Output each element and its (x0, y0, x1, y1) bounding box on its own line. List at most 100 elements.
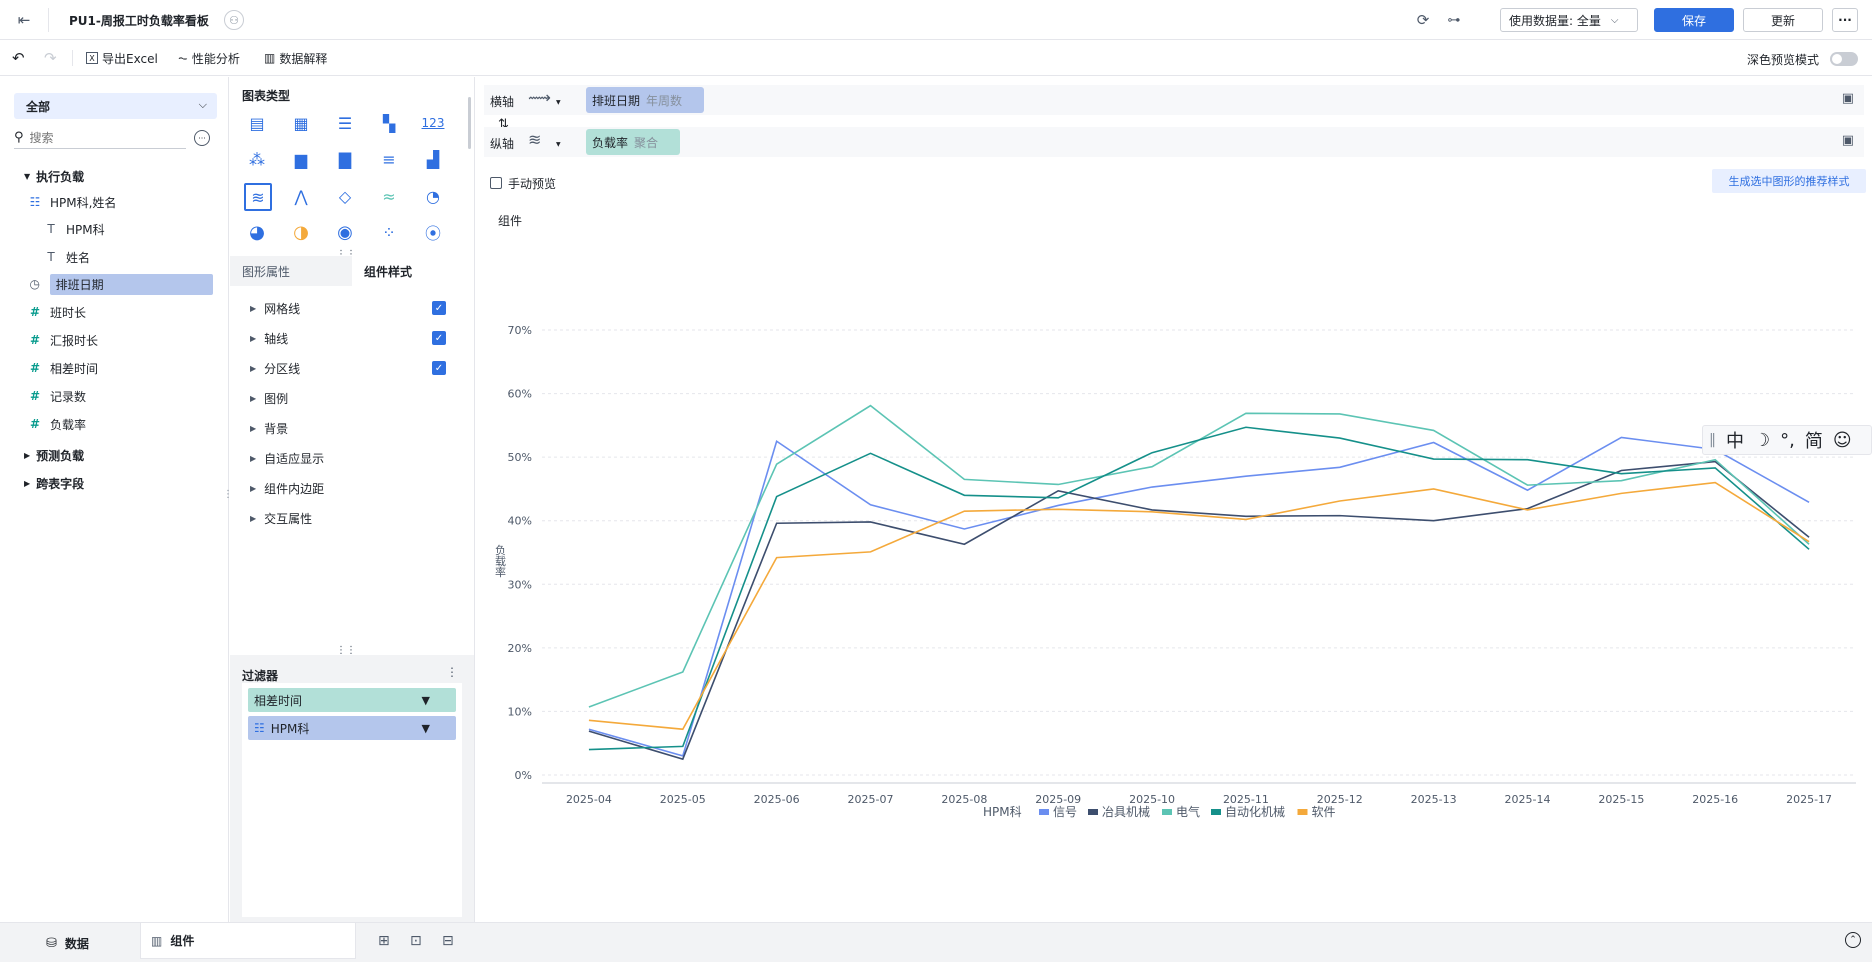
waterfall-icon[interactable]: ▟ (426, 149, 440, 169)
filter-time-diff[interactable]: 相差时间 ▼ (248, 688, 456, 712)
series-line-3[interactable] (588, 426, 1810, 751)
caret-down-icon[interactable]: ▼ (556, 141, 561, 148)
user-icon[interactable]: ⚇ (224, 10, 244, 30)
prop-gridline[interactable]: ▶ 网格线 (250, 298, 300, 318)
prop-legend[interactable]: ▶ 图例 (250, 388, 288, 408)
filter-icon[interactable]: ▼ (421, 721, 430, 735)
filter-hpm[interactable]: ☷ HPM科 ▼ (248, 716, 456, 740)
search-input[interactable] (29, 130, 170, 145)
line-chart-icon[interactable]: ≋ (244, 183, 272, 211)
lock-icon[interactable]: ▣ (1841, 133, 1854, 148)
gridline-checkbox[interactable]: ✓ (432, 301, 446, 315)
manual-preview[interactable]: 手动预览 (490, 175, 556, 191)
ime-simplified[interactable]: 简 (1804, 431, 1823, 452)
tab-component[interactable]: ▥ 组件 (140, 923, 356, 959)
radar-chart-icon[interactable]: ◇ (338, 186, 352, 206)
more-options-icon[interactable]: ··· (194, 130, 210, 146)
undo-button[interactable]: ↶ (12, 49, 25, 67)
field-report-duration[interactable]: # 汇报时长 (28, 329, 98, 351)
ime-punct[interactable]: °, (1780, 429, 1795, 451)
bubble-icon[interactable]: ⦿ (424, 224, 441, 243)
prop-background[interactable]: ▶ 背景 (250, 418, 288, 438)
series-line-0[interactable] (588, 436, 1810, 757)
ime-emoji-icon[interactable]: ☺ (1832, 429, 1852, 451)
axis-type-icon[interactable]: ⟿ (528, 88, 551, 107)
tab-graph-attributes[interactable]: 图形属性 (230, 256, 352, 286)
series-line-1[interactable] (588, 460, 1810, 761)
filter-more-icon[interactable]: ⋮ (446, 665, 458, 679)
treemap-icon[interactable]: ▚ (382, 113, 396, 133)
group-forecast-load[interactable]: ▶ 预测负载 (24, 445, 84, 465)
field-shift-date[interactable]: ◷ 排班日期 (28, 273, 213, 295)
field-time-diff[interactable]: # 相差时间 (28, 357, 98, 379)
performance-button[interactable]: ⏦ 性能分析 (178, 40, 240, 76)
field-record-count[interactable]: # 记录数 (28, 385, 86, 407)
partition-checkbox[interactable]: ✓ (432, 361, 446, 375)
field-hpm[interactable]: T HPM科 (44, 218, 104, 240)
lock-icon[interactable]: ▣ (1841, 91, 1854, 106)
search-field[interactable]: ⚲ (14, 127, 186, 149)
prop-adaptive[interactable]: ▶ 自适应显示 (250, 448, 324, 468)
y-pill-load-rate[interactable]: 负载率 聚合 (586, 129, 680, 155)
recommend-style-button[interactable]: 生成选中图形的推荐样式 (1712, 169, 1866, 193)
legend-item[interactable]: 电气 (1176, 804, 1200, 819)
add-component-icon[interactable]: ⊞ (378, 933, 390, 949)
add-dashboard-icon[interactable]: ⊡ (410, 933, 422, 949)
prop-partition[interactable]: ▶ 分区线 (250, 358, 300, 378)
collapse-icon[interactable]: ⌃ (1845, 932, 1861, 948)
scrollbar[interactable] (468, 97, 471, 149)
axis-checkbox[interactable]: ✓ (432, 331, 446, 345)
radar-line-icon[interactable]: ⋀ (294, 186, 308, 206)
exit-icon[interactable]: ⇤ (17, 11, 31, 29)
dark-preview-toggle[interactable] (1830, 52, 1858, 66)
legend-swatch[interactable] (1297, 809, 1308, 815)
legend-item[interactable]: 自动化机械 (1225, 804, 1285, 819)
resize-handle[interactable]: ⋮ (223, 489, 233, 500)
area-chart-icon[interactable]: ≈ (382, 186, 396, 206)
field-shift-duration[interactable]: # 班时长 (28, 301, 86, 323)
prop-padding[interactable]: ▶ 组件内边距 (250, 478, 324, 498)
series-line-4[interactable] (588, 481, 1810, 731)
caret-down-icon[interactable]: ▼ (556, 99, 561, 106)
field-load-rate[interactable]: # 负载率 (28, 413, 86, 435)
series-line-2[interactable] (588, 404, 1810, 708)
tab-data[interactable]: ⛁ 数据 (36, 927, 136, 959)
pie-chart-icon[interactable]: ◕ (249, 221, 265, 243)
legend-swatch[interactable] (1162, 809, 1172, 815)
prop-interaction[interactable]: ▶ 交互属性 (250, 508, 312, 528)
field-hpm-name[interactable]: ☷ HPM科,姓名 (28, 191, 117, 213)
grouped-dot-icon[interactable]: ⁂ (249, 149, 265, 169)
legend-item[interactable]: 信号 (1053, 805, 1077, 819)
lineage-icon[interactable]: ⊶ (1447, 12, 1461, 28)
ime-moon-icon[interactable]: ☽ (1754, 429, 1771, 451)
ime-toolbar[interactable]: ‖ 中 ☽ °, 简 ☺ (1702, 425, 1872, 455)
add-report-icon[interactable]: ⊟ (442, 933, 454, 949)
legend-swatch[interactable] (1211, 809, 1221, 815)
export-excel-button[interactable]: X 导出Excel (86, 40, 158, 76)
donut-chart-icon[interactable]: ◉ (337, 221, 353, 243)
drag-handle[interactable]: ⋮⋮ (336, 645, 356, 656)
gauge-icon[interactable]: ◔ (426, 186, 440, 206)
drag-handle[interactable]: ⋮⋮ (336, 249, 356, 260)
ime-chinese[interactable]: 中 (1726, 431, 1744, 452)
scatter-icon[interactable]: ⁘ (382, 222, 396, 242)
save-button[interactable]: 保存 (1654, 8, 1734, 32)
legend-item[interactable]: 冶具机械 (1102, 804, 1150, 819)
field-name[interactable]: T 姓名 (44, 246, 90, 268)
legend-swatch[interactable] (1088, 809, 1098, 815)
group-cross-table[interactable]: ▶ 跨表字段 (24, 473, 84, 493)
stacked-bar-icon[interactable]: ≡ (382, 149, 396, 169)
more-button[interactable]: ··· (1832, 8, 1858, 32)
tab-component-style[interactable]: 组件样式 (352, 256, 474, 286)
column-chart-icon[interactable]: ▇ (338, 149, 352, 169)
redo-button[interactable]: ↷ (44, 49, 57, 67)
filter-icon[interactable]: ▼ (421, 693, 430, 707)
legend-swatch[interactable] (1039, 809, 1049, 815)
rose-chart-icon[interactable]: ◑ (293, 221, 309, 243)
swap-axes-icon[interactable]: ⇅ (498, 117, 509, 132)
group-execution-load[interactable]: ▼ 执行负载 (24, 166, 84, 186)
data-volume-select[interactable]: 使用数据量: 全量 ⌵ (1500, 8, 1638, 32)
axis-type-icon[interactable]: ≋ (528, 130, 542, 149)
update-button[interactable]: 更新 (1743, 8, 1823, 32)
prop-axis[interactable]: ▶ 轴线 (250, 328, 288, 348)
